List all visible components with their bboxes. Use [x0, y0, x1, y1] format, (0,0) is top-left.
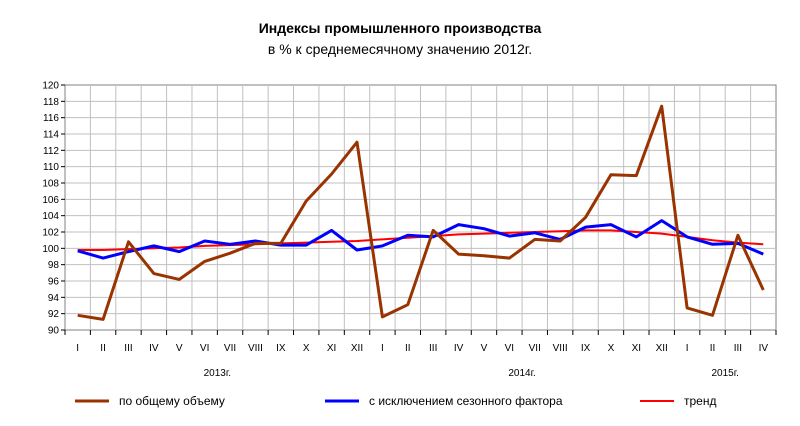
y-tick-label: 102 [42, 228, 59, 239]
series-line-2 [77, 219, 764, 260]
x-tick-label: XI [632, 343, 641, 354]
x-tick-label: I [381, 343, 384, 354]
x-tick-label: IX [276, 343, 286, 354]
x-tick-label: II [405, 343, 411, 354]
x-tick-label: XII [656, 343, 668, 354]
y-tick-label: 104 [42, 211, 59, 222]
y-tick-label: 106 [42, 195, 59, 206]
y-axis: 90 92 94 96 98 100 102 104 106 108 110 112 114 116 118… [42, 81, 65, 337]
x-tick-label: I [76, 343, 79, 354]
x-axis: I II III IV V VI VII VIII IX X XI XII I II III IV V VI VII… [64, 330, 777, 354]
y-tick-label: 90 [48, 326, 60, 337]
x-tick-label: X [608, 343, 615, 354]
y-tick-label: 110 [43, 162, 59, 173]
legend-label: по общему объему [119, 394, 225, 408]
x-tick-label: I [686, 343, 689, 354]
x-tick-label: XI [327, 343, 336, 354]
y-tick-label: 98 [48, 260, 60, 271]
year-label: 2014г. [508, 368, 535, 379]
x-tick-label: VIII [553, 343, 568, 354]
y-tick-label: 108 [42, 179, 59, 190]
y-tick-label: 96 [48, 277, 60, 288]
year-label: 2015г. [711, 368, 738, 379]
x-tick-label: II [100, 343, 106, 354]
x-tick-label: III [734, 343, 742, 354]
x-tick-label: XII [351, 343, 363, 354]
legend-label: тренд [684, 394, 716, 408]
chart-title: Индексы промышленного производства [259, 20, 542, 36]
x-tick-label: III [124, 343, 132, 354]
legend-label: с исключением сезонного фактора [369, 394, 563, 408]
y-tick-label: 94 [48, 293, 60, 304]
y-tick-label: 100 [42, 244, 59, 255]
series-lines [77, 104, 765, 321]
y-tick-label: 118 [43, 97, 59, 108]
x-tick-label: V [481, 343, 488, 354]
year-label: 2013г. [204, 368, 231, 379]
x-tick-label: VI [200, 343, 209, 354]
y-tick-label: 112 [43, 146, 59, 157]
series-line-1 [77, 104, 765, 321]
x-tick-label: VI [505, 343, 514, 354]
x-tick-label: II [710, 343, 716, 354]
chart-subtitle: в % к среднемесячному значению 2012г. [268, 41, 532, 57]
x-tick-label: III [429, 343, 437, 354]
y-tick-label: 120 [42, 81, 59, 92]
grid [65, 85, 776, 330]
legend: по общему объему с исключением сезонного … [75, 394, 716, 408]
x-tick-label: IV [454, 343, 464, 354]
y-tick-label: 116 [43, 113, 59, 124]
y-tick-label: 114 [43, 130, 59, 141]
x-tick-label: IX [581, 343, 591, 354]
x-tick-label: V [176, 343, 183, 354]
x-tick-label: VII [224, 343, 236, 354]
x-tick-label: IV [759, 343, 769, 354]
x-tick-label: VIII [248, 343, 263, 354]
x-tick-label: VII [529, 343, 541, 354]
x-tick-label: IV [149, 343, 159, 354]
year-labels: 2013г. 2014г. 2015г. [204, 368, 739, 379]
y-tick-label: 92 [48, 309, 60, 320]
x-tick-label: X [303, 343, 310, 354]
